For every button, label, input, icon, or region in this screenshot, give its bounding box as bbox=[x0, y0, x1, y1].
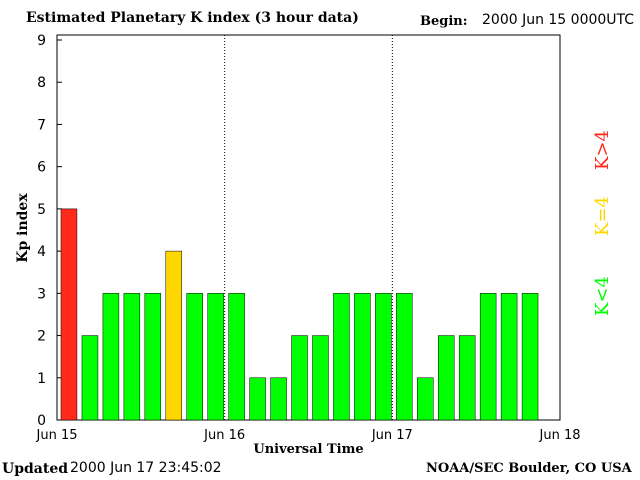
kp-bar bbox=[186, 293, 203, 421]
kp-bar bbox=[102, 293, 120, 421]
begin-value: 2000 Jun 15 0000UTC bbox=[482, 12, 635, 28]
kp-bar bbox=[228, 293, 245, 421]
x-tick-label: Jun 17 bbox=[371, 428, 413, 443]
x-tick-label: Jun 18 bbox=[539, 428, 581, 443]
bar-series bbox=[60, 208, 539, 421]
y-tick-label: 8 bbox=[37, 75, 46, 91]
kp-bar bbox=[521, 293, 539, 421]
legend-entry: K<4 bbox=[592, 276, 613, 316]
kp-bar bbox=[270, 377, 287, 421]
kp-bar bbox=[81, 335, 99, 421]
kp-bar bbox=[165, 250, 183, 421]
legend: K<4 K=4 K>4 bbox=[592, 130, 613, 316]
y-axis-label: Kp index bbox=[15, 193, 31, 263]
y-tick-label: 5 bbox=[37, 202, 46, 218]
y-tick-label: 3 bbox=[37, 286, 46, 302]
kp-bar bbox=[375, 293, 392, 421]
plot-axes: 0 1 2 3 4 5 6 7 8 9 Jun 15 Jun 16 Jun 17 Jun 18 Univer… bbox=[15, 33, 581, 457]
kp-bar bbox=[144, 293, 162, 421]
kp-bar bbox=[291, 335, 308, 421]
chart-title: Estimated Planetary K index (3 hour data… bbox=[26, 10, 359, 26]
kp-bar bbox=[417, 377, 434, 421]
credit-line: NOAA/SEC Boulder, CO USA bbox=[426, 461, 632, 476]
x-axis-label: Universal Time bbox=[253, 442, 363, 457]
y-tick-label: 6 bbox=[37, 160, 46, 176]
kp-bar bbox=[333, 293, 350, 421]
legend-entry: K>4 bbox=[592, 130, 613, 170]
y-tick-label: 0 bbox=[37, 413, 46, 429]
plot-frame bbox=[56, 34, 561, 421]
kp-bar bbox=[60, 208, 78, 421]
kp-bar bbox=[123, 293, 141, 421]
y-tick-label: 9 bbox=[37, 33, 46, 49]
x-tick-label: Jun 16 bbox=[203, 428, 245, 443]
kp-bar bbox=[438, 335, 455, 421]
y-tick-label: 2 bbox=[37, 329, 46, 345]
updated-value: 2000 Jun 17 23:45:02 bbox=[70, 460, 222, 476]
legend-entry: K=4 bbox=[592, 196, 613, 236]
kp-bar bbox=[207, 293, 224, 421]
kp-bar bbox=[396, 293, 413, 421]
kp-bar bbox=[312, 335, 329, 421]
y-tick-label: 7 bbox=[37, 117, 46, 133]
kp-bar bbox=[354, 293, 371, 421]
kp-bar bbox=[249, 377, 266, 421]
y-tick-label: 4 bbox=[37, 244, 46, 260]
x-tick-label: Jun 15 bbox=[36, 428, 78, 443]
y-tick-label: 1 bbox=[37, 371, 46, 387]
updated-label: Updated bbox=[2, 461, 69, 477]
kp-bar bbox=[500, 293, 518, 421]
begin-label: Begin: bbox=[420, 14, 468, 29]
kp-bar bbox=[479, 293, 497, 421]
kp-bar bbox=[458, 335, 476, 421]
